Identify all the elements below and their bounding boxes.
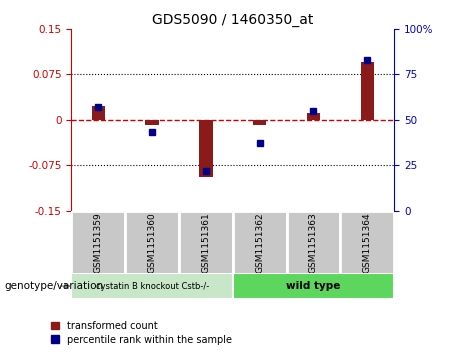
Text: GSM1151361: GSM1151361 [201, 212, 210, 273]
Legend: transformed count, percentile rank within the sample: transformed count, percentile rank withi… [51, 321, 231, 344]
Text: cystatin B knockout Cstb-/-: cystatin B knockout Cstb-/- [95, 282, 209, 291]
Bar [145, 120, 159, 125]
Bar [361, 62, 374, 120]
Bar [71, 211, 125, 274]
Bar [340, 211, 394, 274]
Bar [253, 120, 266, 125]
Bar [233, 211, 287, 274]
Bar [71, 273, 233, 299]
Title: GDS5090 / 1460350_at: GDS5090 / 1460350_at [152, 13, 313, 26]
Bar [179, 211, 233, 274]
Text: GSM1151362: GSM1151362 [255, 212, 264, 273]
Text: GSM1151359: GSM1151359 [94, 212, 103, 273]
Text: genotype/variation: genotype/variation [5, 281, 104, 291]
Bar [307, 113, 320, 120]
Text: wild type: wild type [286, 281, 341, 291]
Bar [125, 211, 179, 274]
Bar [199, 120, 213, 177]
Text: GSM1151360: GSM1151360 [148, 212, 157, 273]
Bar [92, 106, 105, 120]
Bar [233, 273, 394, 299]
Text: GSM1151363: GSM1151363 [309, 212, 318, 273]
Bar [287, 211, 340, 274]
Text: GSM1151364: GSM1151364 [363, 212, 372, 273]
